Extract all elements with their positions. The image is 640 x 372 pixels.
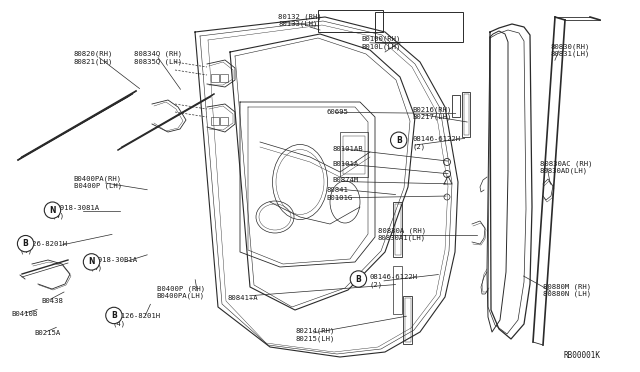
Text: 80841: 80841 [326, 187, 348, 193]
Bar [393, 266, 402, 314]
Circle shape [17, 235, 34, 252]
Text: B0215A: B0215A [34, 330, 60, 336]
Circle shape [106, 307, 122, 324]
Text: 80880M (RH)
80880N (LH): 80880M (RH) 80880N (LH) [543, 283, 591, 297]
Circle shape [44, 202, 61, 218]
Bar [464, 94, 469, 135]
Bar [340, 132, 368, 177]
Text: 80834Q (RH)
80835Q (LH): 80834Q (RH) 80835Q (LH) [134, 51, 182, 65]
Text: 80214(RH)
80215(LH): 80214(RH) 80215(LH) [296, 328, 335, 342]
Text: 80830(RH)
80831(LH): 80830(RH) 80831(LH) [550, 43, 590, 57]
Bar [318, 10, 383, 32]
Bar [220, 74, 228, 82]
Text: B: B [396, 136, 401, 145]
Text: B0101A: B0101A [333, 161, 359, 167]
Text: B: B [23, 239, 28, 248]
Text: B0101G: B0101G [326, 195, 353, 201]
Bar [211, 74, 219, 82]
Text: 80830A (RH)
80830A1(LH): 80830A (RH) 80830A1(LH) [378, 227, 426, 241]
Bar [395, 204, 401, 255]
Bar [403, 296, 412, 344]
Text: B: B [111, 311, 116, 320]
Text: B0400P (RH)
B0400PA(LH): B0400P (RH) B0400PA(LH) [157, 285, 205, 299]
Circle shape [83, 254, 100, 270]
Circle shape [350, 271, 367, 287]
Text: B0438: B0438 [42, 298, 63, 304]
Text: 80841+A: 80841+A [227, 295, 258, 301]
Text: RB00001K: RB00001K [563, 351, 600, 360]
Text: B: B [356, 275, 361, 283]
Text: 08146-6122H
(2): 08146-6122H (2) [370, 274, 418, 288]
Text: B0216(RH)
B0217(LH): B0216(RH) B0217(LH) [413, 106, 452, 121]
Text: B0400PA(RH)
B0400P (LH): B0400PA(RH) B0400P (LH) [74, 175, 122, 189]
Bar [462, 92, 470, 137]
Text: B0874M: B0874M [333, 177, 359, 183]
Polygon shape [18, 94, 132, 160]
Text: 08146-6122H
(2): 08146-6122H (2) [413, 137, 461, 150]
Text: N: N [49, 206, 56, 215]
Text: N: N [88, 257, 95, 266]
Text: 80830AC (RH)
80830AD(LH): 80830AC (RH) 80830AD(LH) [540, 160, 592, 174]
Text: 08918-30B1A
(4): 08918-30B1A (4) [90, 257, 138, 271]
Text: 80132 (RH)
80133(LH): 80132 (RH) 80133(LH) [278, 13, 322, 28]
Bar [220, 117, 228, 125]
Text: 08126-8201H
(4): 08126-8201H (4) [19, 241, 67, 254]
Bar [452, 95, 460, 117]
Text: 80101AB: 80101AB [333, 146, 364, 152]
Bar [375, 12, 463, 42]
Bar [393, 202, 402, 257]
Bar [405, 298, 411, 342]
Text: B0410B: B0410B [12, 311, 38, 317]
Text: 80820(RH)
80821(LH): 80820(RH) 80821(LH) [74, 51, 113, 65]
Bar [211, 117, 219, 125]
Text: B0100(RH)
B010L(LH): B0100(RH) B010L(LH) [362, 36, 401, 50]
Circle shape [390, 132, 407, 148]
Text: 60695: 60695 [326, 109, 348, 115]
Bar [343, 136, 365, 174]
Text: 08918-3081A
(4): 08918-3081A (4) [51, 205, 99, 219]
Text: 08126-8201H
(4): 08126-8201H (4) [112, 313, 160, 327]
